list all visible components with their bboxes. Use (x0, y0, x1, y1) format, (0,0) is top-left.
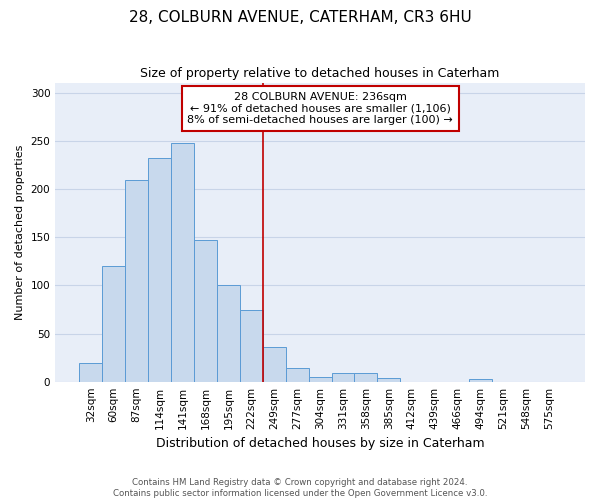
Bar (79, 364, 102, 382)
Bar (263, 347, 286, 382)
Bar (194, 240, 217, 382)
Bar (125, 180, 148, 382)
Text: 28, COLBURN AVENUE, CATERHAM, CR3 6HU: 28, COLBURN AVENUE, CATERHAM, CR3 6HU (128, 10, 472, 25)
Bar (355, 373, 377, 382)
Bar (332, 373, 355, 382)
Bar (148, 158, 171, 382)
Bar (469, 379, 492, 382)
Bar (286, 368, 308, 382)
Bar (102, 266, 125, 382)
Title: Size of property relative to detached houses in Caterham: Size of property relative to detached ho… (140, 68, 500, 80)
Bar (377, 378, 400, 382)
Bar (240, 310, 263, 382)
X-axis label: Distribution of detached houses by size in Caterham: Distribution of detached houses by size … (156, 437, 484, 450)
Text: 28 COLBURN AVENUE: 236sqm
← 91% of detached houses are smaller (1,106)
8% of sem: 28 COLBURN AVENUE: 236sqm ← 91% of detac… (187, 92, 453, 125)
Text: Contains HM Land Registry data © Crown copyright and database right 2024.
Contai: Contains HM Land Registry data © Crown c… (113, 478, 487, 498)
Y-axis label: Number of detached properties: Number of detached properties (15, 144, 25, 320)
Bar (308, 377, 332, 382)
Bar (171, 143, 194, 382)
Bar (217, 286, 240, 382)
